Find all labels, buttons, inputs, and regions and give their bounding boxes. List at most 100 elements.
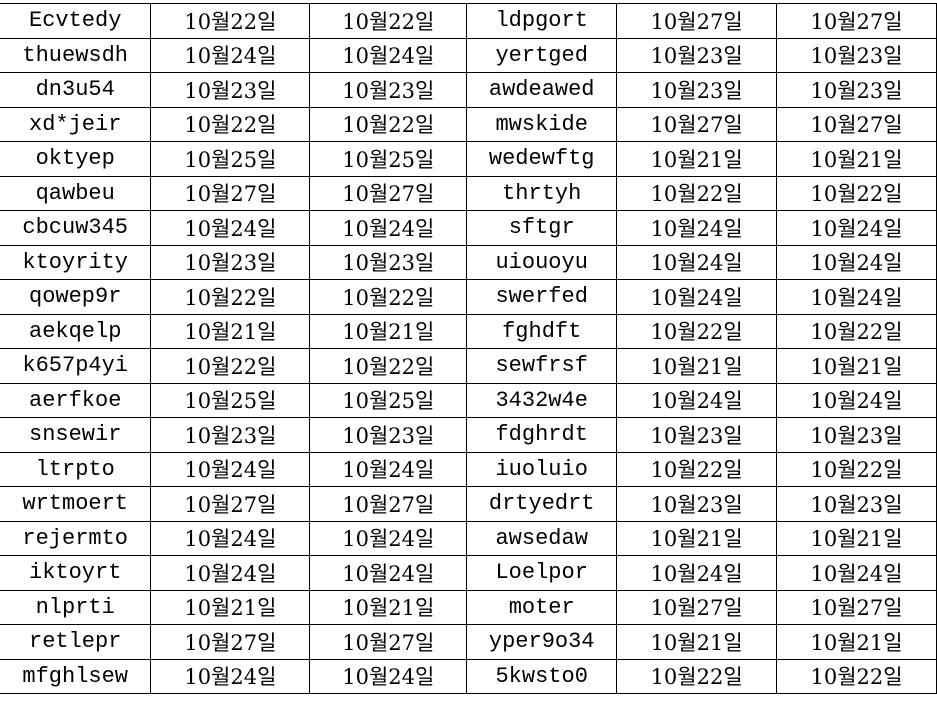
cell-date[interactable]: 10월24일 xyxy=(616,382,778,418)
cell-date[interactable]: 10월23일 xyxy=(776,72,937,108)
cell-name[interactable]: yertged xyxy=(466,37,618,73)
cell-name[interactable]: wedewftg xyxy=(466,141,618,177)
cell-date[interactable]: 10월22일 xyxy=(309,348,468,384)
cell-name[interactable]: sewfrsf xyxy=(466,348,618,384)
cell-name[interactable]: uiouoyu xyxy=(466,244,618,280)
cell-date[interactable]: 10월23일 xyxy=(776,417,937,453)
cell-name[interactable]: ldpgort xyxy=(466,3,618,39)
cell-date[interactable]: 10월21일 xyxy=(150,313,311,349)
cell-date[interactable]: 10월22일 xyxy=(616,175,778,211)
cell-date[interactable]: 10월27일 xyxy=(150,624,311,660)
cell-date[interactable]: 10월21일 xyxy=(616,624,778,660)
cell-date[interactable]: 10월22일 xyxy=(616,313,778,349)
cell-date[interactable]: 10월22일 xyxy=(616,658,778,694)
cell-date[interactable]: 10월22일 xyxy=(776,313,937,349)
cell-date[interactable]: 10월23일 xyxy=(616,486,778,522)
cell-name[interactable]: awdeawed xyxy=(466,72,618,108)
cell-date[interactable]: 10월27일 xyxy=(776,106,937,142)
cell-date[interactable]: 10월24일 xyxy=(309,451,468,487)
cell-date[interactable]: 10월21일 xyxy=(776,520,937,556)
cell-name[interactable]: aerfkoe xyxy=(0,382,152,418)
cell-name[interactable]: yper9o34 xyxy=(466,624,618,660)
cell-date[interactable]: 10월21일 xyxy=(616,348,778,384)
cell-date[interactable]: 10월21일 xyxy=(309,589,468,625)
cell-date[interactable]: 10월24일 xyxy=(776,210,937,246)
cell-name[interactable]: aekqelp xyxy=(0,313,152,349)
cell-date[interactable]: 10월27일 xyxy=(150,175,311,211)
cell-date[interactable]: 10월24일 xyxy=(776,382,937,418)
cell-name[interactable]: ktoyrity xyxy=(0,244,152,280)
cell-name[interactable]: thrtyh xyxy=(466,175,618,211)
cell-name[interactable]: mfghlsew xyxy=(0,658,152,694)
cell-date[interactable]: 10월24일 xyxy=(309,555,468,591)
cell-date[interactable]: 10월24일 xyxy=(776,279,937,315)
cell-name[interactable]: 3432w4e xyxy=(466,382,618,418)
cell-date[interactable]: 10월22일 xyxy=(309,279,468,315)
cell-date[interactable]: 10월24일 xyxy=(309,520,468,556)
cell-name[interactable]: oktyep xyxy=(0,141,152,177)
cell-date[interactable]: 10월27일 xyxy=(616,589,778,625)
cell-date[interactable]: 10월25일 xyxy=(150,382,311,418)
cell-name[interactable]: sftgr xyxy=(466,210,618,246)
cell-date[interactable]: 10월27일 xyxy=(309,175,468,211)
cell-date[interactable]: 10월24일 xyxy=(150,210,311,246)
cell-name[interactable]: fdghrdt xyxy=(466,417,618,453)
cell-date[interactable]: 10월27일 xyxy=(776,3,937,39)
cell-date[interactable]: 10월24일 xyxy=(616,244,778,280)
cell-date[interactable]: 10월23일 xyxy=(616,417,778,453)
cell-date[interactable]: 10월22일 xyxy=(150,106,311,142)
cell-date[interactable]: 10월23일 xyxy=(776,37,937,73)
cell-date[interactable]: 10월21일 xyxy=(616,141,778,177)
cell-date[interactable]: 10월25일 xyxy=(309,141,468,177)
cell-date[interactable]: 10월21일 xyxy=(150,589,311,625)
cell-date[interactable]: 10월24일 xyxy=(150,451,311,487)
cell-date[interactable]: 10월22일 xyxy=(776,658,937,694)
cell-name[interactable]: iktoyrt xyxy=(0,555,152,591)
cell-date[interactable]: 10월22일 xyxy=(776,175,937,211)
cell-name[interactable]: wrtmoert xyxy=(0,486,152,522)
cell-date[interactable]: 10월22일 xyxy=(616,451,778,487)
cell-date[interactable]: 10월24일 xyxy=(776,555,937,591)
cell-name[interactable]: qawbeu xyxy=(0,175,152,211)
cell-name[interactable]: ltrpto xyxy=(0,451,152,487)
cell-date[interactable]: 10월21일 xyxy=(616,520,778,556)
cell-date[interactable]: 10월22일 xyxy=(776,451,937,487)
cell-name[interactable]: cbcuw345 xyxy=(0,210,152,246)
cell-date[interactable]: 10월24일 xyxy=(309,210,468,246)
cell-date[interactable]: 10월23일 xyxy=(150,72,311,108)
cell-name[interactable]: Ecvtedy xyxy=(0,3,152,39)
cell-date[interactable]: 10월25일 xyxy=(309,382,468,418)
cell-date[interactable]: 10월24일 xyxy=(309,37,468,73)
cell-date[interactable]: 10월21일 xyxy=(309,313,468,349)
cell-name[interactable]: rejermto xyxy=(0,520,152,556)
cell-date[interactable]: 10월27일 xyxy=(150,486,311,522)
cell-date[interactable]: 10월24일 xyxy=(150,555,311,591)
cell-date[interactable]: 10월23일 xyxy=(150,417,311,453)
cell-date[interactable]: 10월23일 xyxy=(616,72,778,108)
cell-date[interactable]: 10월23일 xyxy=(309,417,468,453)
cell-date[interactable]: 10월24일 xyxy=(616,555,778,591)
cell-name[interactable]: nlprti xyxy=(0,589,152,625)
cell-date[interactable]: 10월21일 xyxy=(776,141,937,177)
cell-name[interactable]: retlepr xyxy=(0,624,152,660)
cell-date[interactable]: 10월24일 xyxy=(776,244,937,280)
cell-date[interactable]: 10월23일 xyxy=(309,72,468,108)
cell-date[interactable]: 10월24일 xyxy=(616,210,778,246)
cell-date[interactable]: 10월24일 xyxy=(150,520,311,556)
cell-date[interactable]: 10월22일 xyxy=(150,279,311,315)
cell-date[interactable]: 10월23일 xyxy=(616,37,778,73)
cell-date[interactable]: 10월22일 xyxy=(309,3,468,39)
cell-date[interactable]: 10월23일 xyxy=(776,486,937,522)
cell-date[interactable]: 10월22일 xyxy=(309,106,468,142)
cell-name[interactable]: swerfed xyxy=(466,279,618,315)
cell-date[interactable]: 10월25일 xyxy=(150,141,311,177)
cell-date[interactable]: 10월23일 xyxy=(309,244,468,280)
cell-date[interactable]: 10월24일 xyxy=(150,658,311,694)
cell-name[interactable]: dn3u54 xyxy=(0,72,152,108)
cell-date[interactable]: 10월24일 xyxy=(150,37,311,73)
cell-name[interactable]: drtyedrt xyxy=(466,486,618,522)
cell-name[interactable]: Loelpor xyxy=(466,555,618,591)
cell-date[interactable]: 10월23일 xyxy=(150,244,311,280)
cell-name[interactable]: mwskide xyxy=(466,106,618,142)
cell-date[interactable]: 10월24일 xyxy=(309,658,468,694)
